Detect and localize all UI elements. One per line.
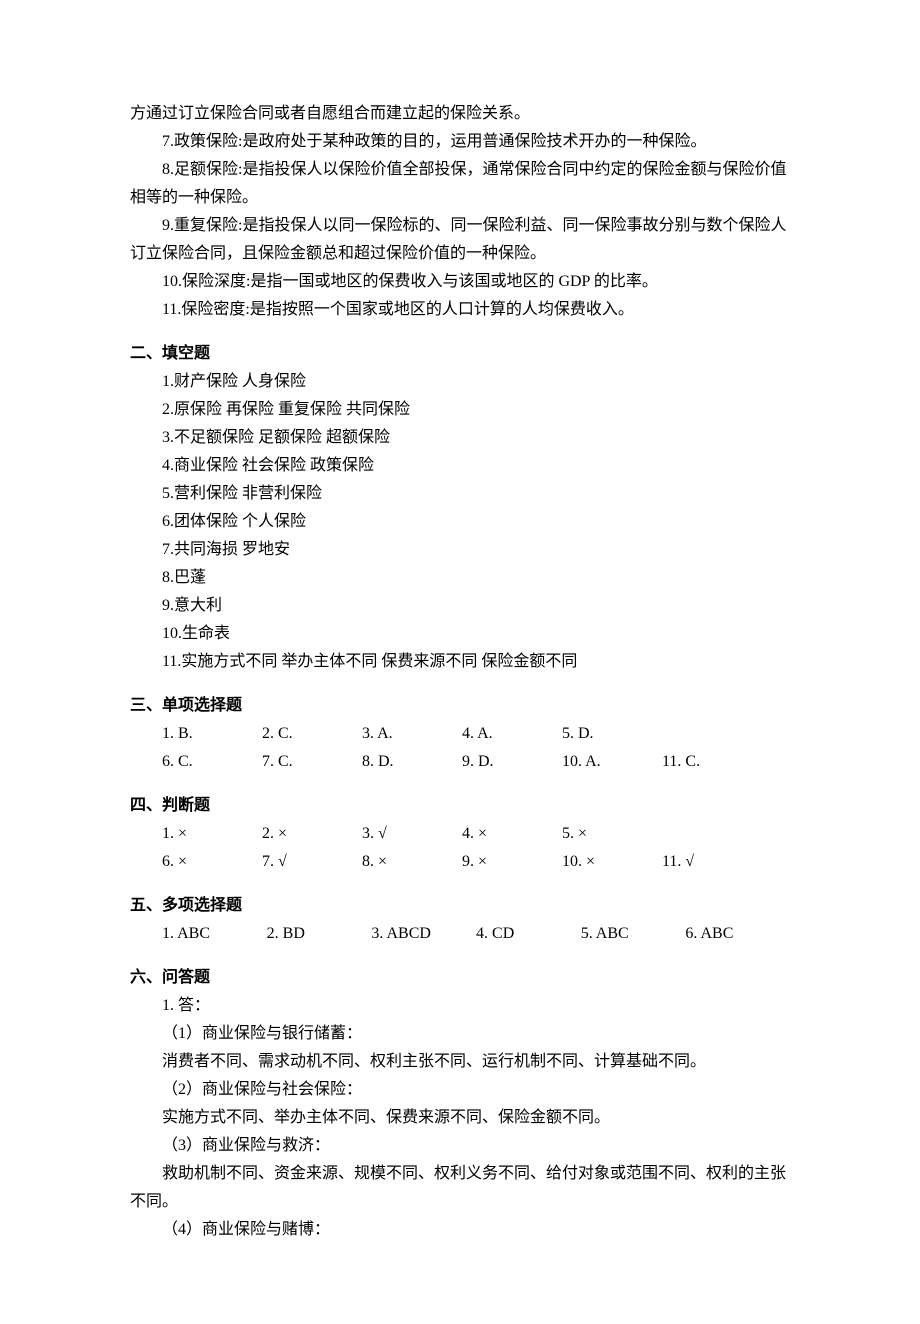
answer-cell: 10. A. [562, 748, 662, 776]
answer-cell: 5. ABC [581, 920, 686, 948]
answer-cell: 6. C. [162, 748, 262, 776]
fill-blank-item: 5.营利保险 非营利保险 [130, 480, 790, 508]
answer-cell: 3. ABCD [371, 920, 476, 948]
qa-line: 消费者不同、需求动机不同、权利主张不同、运行机制不同、计算基础不同。 [130, 1048, 790, 1076]
fill-blank-item: 2.原保险 再保险 重复保险 共同保险 [130, 396, 790, 424]
continuation-line: 方通过订立保险合同或者自愿组合而建立起的保险关系。 [130, 100, 790, 128]
answer-cell: 6. ABC [685, 920, 790, 948]
definition-item-9: 9.重复保险:是指投保人以同一保险标的、同一保险利益、同一保险事故分别与数个保险… [130, 212, 790, 268]
judgement-row-1: 1. × 2. × 3. √ 4. × 5. × [162, 820, 790, 848]
section-5-heading: 五、多项选择题 [130, 892, 790, 920]
section-6-heading: 六、问答题 [130, 964, 790, 992]
judgement-row-2: 6. × 7. √ 8. × 9. × 10. × 11. √ [162, 848, 790, 876]
answer-cell [662, 820, 762, 848]
qa-line: 实施方式不同、举办主体不同、保费来源不同、保险金额不同。 [130, 1104, 790, 1132]
answer-cell: 11. √ [662, 848, 762, 876]
fill-blank-item: 11.实施方式不同 举办主体不同 保费来源不同 保险金额不同 [130, 648, 790, 676]
answer-cell: 4. CD [476, 920, 581, 948]
qa-line: 救助机制不同、资金来源、规模不同、权利义务不同、给付对象或范围不同、权利的主张不… [130, 1160, 790, 1216]
qa-line: （4）商业保险与赌博： [130, 1216, 790, 1244]
definition-item-10: 10.保险深度:是指一国或地区的保费收入与该国或地区的 GDP 的比率。 [130, 268, 790, 296]
single-choice-row-1: 1. B. 2. C. 3. A. 4. A. 5. D. [162, 720, 790, 748]
qa-line: （1）商业保险与银行储蓄： [130, 1020, 790, 1048]
answer-cell: 7. √ [262, 848, 362, 876]
answer-cell: 9. × [462, 848, 562, 876]
answer-cell: 4. × [462, 820, 562, 848]
section-2-heading: 二、填空题 [130, 340, 790, 368]
answer-cell: 2. × [262, 820, 362, 848]
fill-blank-item: 4.商业保险 社会保险 政策保险 [130, 452, 790, 480]
answer-cell: 1. × [162, 820, 262, 848]
section-3-heading: 三、单项选择题 [130, 692, 790, 720]
answer-cell: 10. × [562, 848, 662, 876]
answer-cell: 3. A. [362, 720, 462, 748]
answer-cell: 4. A. [462, 720, 562, 748]
answer-cell: 2. C. [262, 720, 362, 748]
definition-item-11: 11.保险密度:是指按照一个国家或地区的人口计算的人均保费收入。 [130, 296, 790, 324]
answer-cell: 1. ABC [162, 920, 267, 948]
multi-choice-row-1: 1. ABC 2. BD 3. ABCD 4. CD 5. ABC 6. ABC [162, 920, 790, 948]
answer-cell: 1. B. [162, 720, 262, 748]
document-page: 方通过订立保险合同或者自愿组合而建立起的保险关系。 7.政策保险:是政府处于某种… [0, 0, 920, 1324]
answer-cell: 5. D. [562, 720, 662, 748]
answer-cell: 6. × [162, 848, 262, 876]
answer-cell: 7. C. [262, 748, 362, 776]
qa-line: 1. 答： [130, 992, 790, 1020]
fill-blank-item: 7.共同海损 罗地安 [130, 536, 790, 564]
section-4-heading: 四、判断题 [130, 792, 790, 820]
fill-blank-item: 3.不足额保险 足额保险 超额保险 [130, 424, 790, 452]
answer-cell: 11. C. [662, 748, 762, 776]
fill-blank-item: 1.财产保险 人身保险 [130, 368, 790, 396]
answer-cell: 2. BD [267, 920, 372, 948]
single-choice-row-2: 6. C. 7. C. 8. D. 9. D. 10. A. 11. C. [162, 748, 790, 776]
answer-cell: 8. D. [362, 748, 462, 776]
definition-item-7: 7.政策保险:是政府处于某种政策的目的，运用普通保险技术开办的一种保险。 [130, 128, 790, 156]
fill-blank-item: 6.团体保险 个人保险 [130, 508, 790, 536]
fill-blank-item: 10.生命表 [130, 620, 790, 648]
answer-cell: 9. D. [462, 748, 562, 776]
definition-item-8: 8.足额保险:是指投保人以保险价值全部投保，通常保险合同中约定的保险金额与保险价… [130, 156, 790, 212]
fill-blank-item: 8.巴蓬 [130, 564, 790, 592]
qa-line: （2）商业保险与社会保险： [130, 1076, 790, 1104]
qa-line: （3）商业保险与救济： [130, 1132, 790, 1160]
answer-cell: 8. × [362, 848, 462, 876]
answer-cell [662, 720, 762, 748]
fill-blank-item: 9.意大利 [130, 592, 790, 620]
answer-cell: 3. √ [362, 820, 462, 848]
answer-cell: 5. × [562, 820, 662, 848]
